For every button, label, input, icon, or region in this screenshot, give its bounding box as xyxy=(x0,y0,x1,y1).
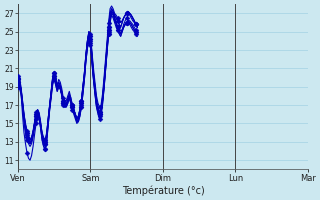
X-axis label: Température (°c): Température (°c) xyxy=(122,185,204,196)
